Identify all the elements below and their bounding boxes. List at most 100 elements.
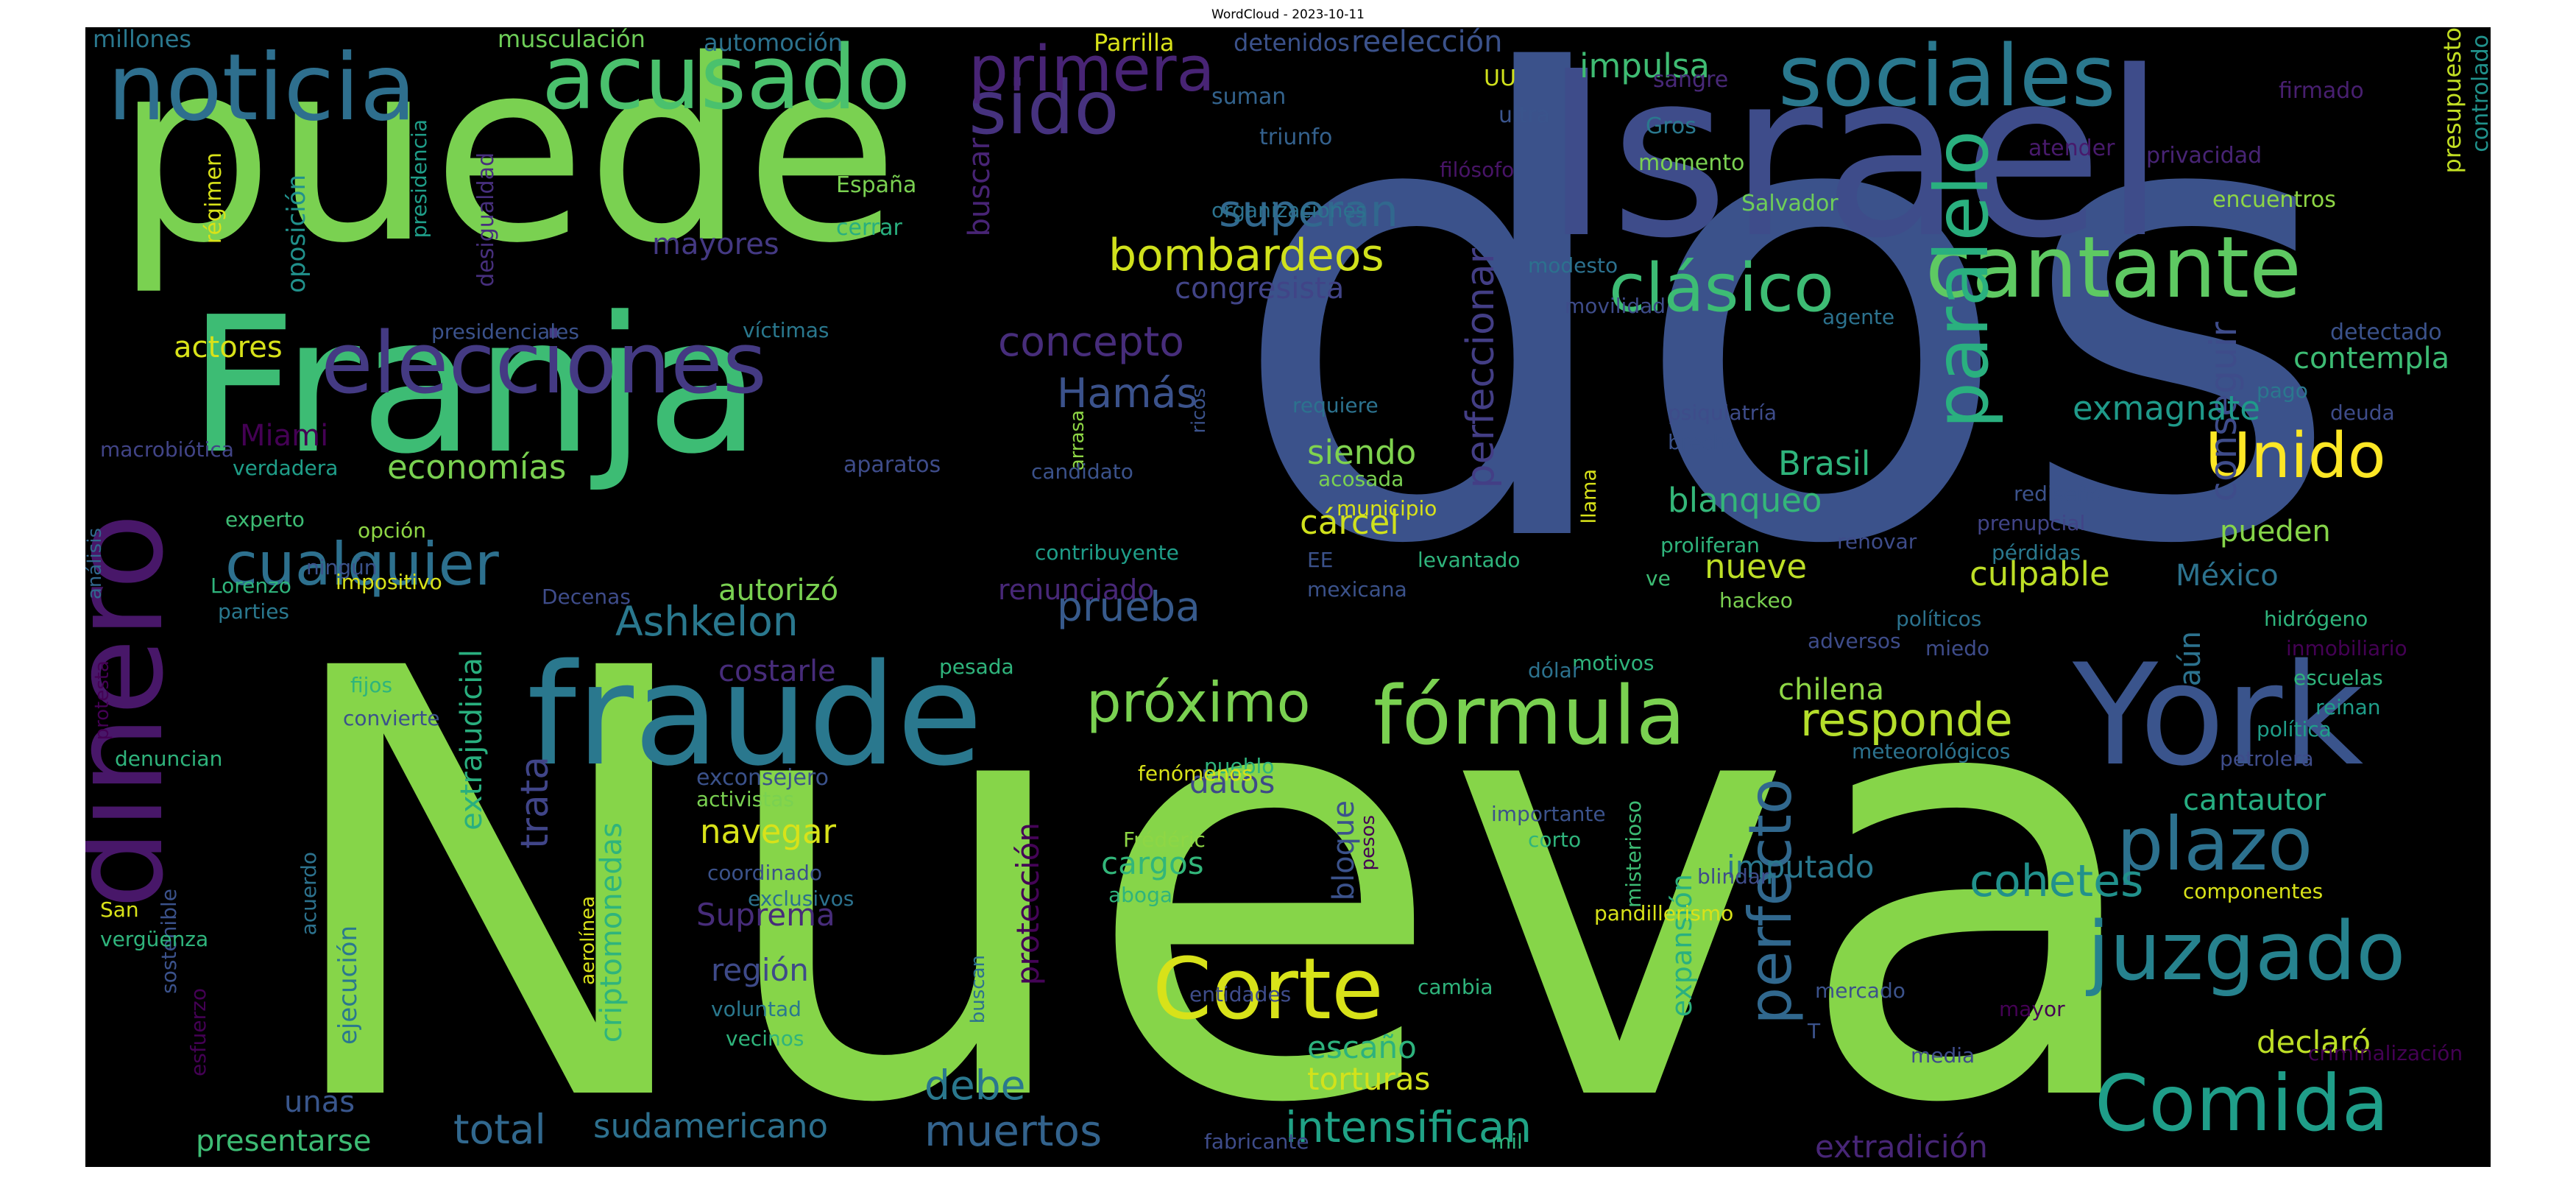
cloud-word: Miami [240,419,329,453]
cloud-word: Lorenzo [210,574,291,598]
cloud-word: sudamericano [593,1107,828,1146]
cloud-word: cerrar [836,215,902,241]
cloud-word: requiere [1292,393,1379,417]
cloud-word: inmobiliario [2286,636,2407,660]
cloud-word: detenidos [1234,29,1350,57]
cloud-word: mayor [1999,997,2065,1021]
cloud-word: corto [1528,828,1582,852]
cloud-word: pérdidas [1992,540,2081,565]
cloud-word: firmado [2279,78,2364,104]
cloud-word: motivos [1572,651,1655,675]
cloud-word: cantautor [2183,783,2326,817]
cloud-word: Parrilla [1094,29,1175,57]
cloud-word: fijos [350,673,393,697]
cloud-word: criptomonedas [595,822,629,1043]
cloud-word: concepto [998,318,1184,365]
cloud-word: componentes [2183,879,2324,903]
cloud-word: misterioso [1621,800,1646,908]
cloud-word: presidenciales [431,320,579,344]
cloud-word: Corte [1153,940,1384,1039]
cloud-word: economías [387,448,567,487]
cloud-word: EE [1307,548,1334,572]
cloud-word: musculación [498,27,645,53]
cloud-word: sangre [1653,67,1729,93]
cloud-word: primera [969,33,1215,106]
cloud-word: proliferan [1660,533,1760,557]
cloud-word: organizaciones [1211,198,1367,222]
cloud-word: convierte [343,706,440,730]
cloud-word: candidato [1031,459,1133,484]
cloud-word: importante [1491,802,1606,826]
cloud-word: coordinado [707,861,823,885]
cloud-word: brecha [1668,430,1739,454]
cloud-word: triunfo [1259,124,1333,150]
cloud-word: blindar [1697,864,1769,889]
cloud-word: chilena [1778,673,1885,707]
cloud-word: impulsa [1579,46,1710,85]
cloud-word: ultra [1498,102,1550,128]
cloud-word: siendo [1307,433,1417,472]
cloud-word: llama [1578,469,1601,524]
cloud-word: pesada [939,655,1014,679]
cloud-word: España [836,172,917,198]
cloud-word: congresista [1175,272,1345,306]
cloud-word: puede [115,27,899,298]
cloud-word: Ashkelon [615,598,799,645]
cloud-word: prenupcial [1977,511,2086,535]
cloud-word: noticia [107,35,417,141]
cloud-word: petrolera [2220,747,2314,771]
cloud-word: ve [1646,566,1671,590]
cloud-word: México [2176,559,2279,593]
cloud-word: pesos [1357,815,1379,871]
cloud-word: adversos [1808,629,1901,653]
cloud-word: Salvador [1741,191,1839,216]
cloud-word: aún [2173,631,2207,687]
cloud-word: agente [1822,305,1895,329]
cloud-word: Decenas [542,585,631,609]
cloud-word: régimen [201,152,227,244]
cloud-word: aerolínea [577,896,599,985]
cloud-word: rediseño [2014,482,2103,506]
cloud-word: dólar [1528,658,1581,683]
cloud-word: intensifican [1285,1102,1532,1152]
cloud-word: vecinos [726,1026,804,1051]
cloud-word: renovar [1837,529,1917,554]
cloud-word: cualquier [225,530,499,599]
cloud-word: automoción [704,29,843,57]
cloud-word: exmagnate [2073,389,2260,428]
cloud-word: extrajudicial [455,649,489,830]
cloud-word: contempla [2293,342,2450,375]
cloud-word: prueba [1057,583,1200,630]
cloud-word: movilidad [1565,294,1666,318]
page-title: WordCloud - 2023-10-11 [1211,7,1365,22]
cloud-word: atender [2028,135,2115,161]
cloud-word: encuentros [2212,187,2336,213]
cloud-word: millones [93,27,192,53]
cloud-word: perfecto [1736,778,1805,1025]
cloud-word: Frédéric [1123,828,1206,852]
cloud-word: total [453,1106,546,1153]
cloud-word: Unido [2205,420,2386,493]
cloud-word: fraude [527,634,983,797]
cloud-word: debe [924,1062,1026,1109]
cloud-word: fenómenos [1138,761,1253,786]
cloud-word: plazo [2117,801,2313,887]
cloud-word: acusado [542,27,911,130]
cloud-word: exconsejero [696,765,829,791]
cloud-word: opción [358,518,426,543]
cloud-word: desigualdad [473,152,499,287]
cloud-word: aparatos [843,452,941,478]
cloud-word: bombardeos [1108,230,1384,281]
cloud-word: Suprema [696,897,835,933]
cloud-word: parties [218,599,290,624]
cloud-word: reinan [2315,695,2381,719]
cloud-word: torturas [1307,1061,1431,1097]
cloud-word: renunciado [998,574,1155,606]
cloud-word: T [1808,1019,1821,1043]
cloud-word: detectado [2330,320,2442,345]
cloud-word: meteorológicos [1852,739,2011,763]
cloud-word: esfuerzo [186,988,210,1076]
cloud-word: hackeo [1719,588,1793,613]
cloud-word: blanqueo [1668,481,1822,520]
cloud-word: denuncian [115,747,223,771]
